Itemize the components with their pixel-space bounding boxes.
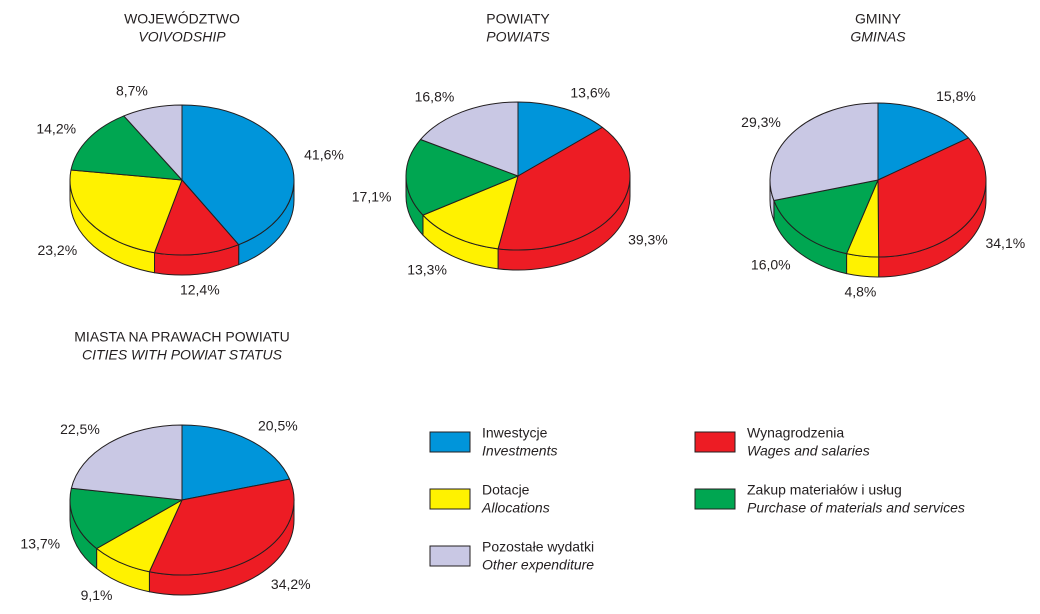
pie-slice: [70, 424, 183, 501]
chart-title: POWIATY: [486, 11, 550, 27]
pie-slice: [123, 104, 183, 181]
value-label: 16,0%: [751, 256, 791, 272]
chart-subtitle: POWIATS: [486, 29, 550, 45]
legend-label: Dotacje: [482, 482, 530, 498]
chart-subtitle: GMINAS: [850, 29, 906, 45]
pie-slice: [70, 115, 183, 181]
value-label: 15,8%: [936, 88, 976, 104]
value-label: 13,7%: [20, 535, 60, 551]
chart-title: MIASTA NA PRAWACH POWIATU: [74, 329, 289, 345]
legend-swatch: [694, 488, 736, 510]
pie-slice: [420, 101, 519, 177]
value-label: 22,5%: [60, 421, 100, 437]
value-label: 29,3%: [741, 114, 781, 130]
pie-slice: [181, 424, 291, 501]
legend-label: Wynagrodzenia: [747, 425, 844, 441]
pie-slice: [422, 175, 519, 250]
pie-slice: [181, 104, 295, 246]
pie-slice: [517, 101, 603, 177]
value-label: 41,6%: [304, 147, 344, 163]
pie-slice: [69, 169, 183, 254]
chart-subtitle: CITIES WITH POWIAT STATUS: [82, 347, 283, 363]
value-label: 34,1%: [985, 235, 1025, 251]
pie-slice: [148, 478, 295, 576]
value-label: 4,8%: [844, 284, 876, 300]
value-label: 17,1%: [352, 189, 392, 205]
value-label: 12,4%: [180, 281, 220, 297]
legend-swatch: [429, 431, 471, 453]
value-label: 13,3%: [407, 261, 447, 277]
chart-subtitle: VOIVODSHIP: [138, 29, 226, 45]
legend-label: Inwestycje: [482, 425, 548, 441]
pie-slice: [154, 179, 240, 256]
value-label: 13,6%: [570, 85, 610, 101]
legend-sublabel: Purchase of materials and services: [747, 500, 965, 516]
pie-slice: [405, 138, 519, 216]
legend-sublabel: Investments: [482, 443, 557, 459]
legend-sublabel: Wages and salaries: [747, 443, 870, 459]
chart-title: GMINY: [855, 11, 902, 27]
legend-label: Pozostałe wydatki: [482, 539, 594, 555]
value-label: 39,3%: [628, 231, 668, 247]
legend-swatch: [429, 488, 471, 510]
value-label: 14,2%: [36, 121, 76, 137]
value-label: 8,7%: [116, 83, 148, 99]
pie-slice: [497, 126, 631, 251]
pie-slice: [877, 102, 969, 181]
pie-slice: [69, 487, 183, 550]
legend-swatch: [694, 431, 736, 453]
chart-title: WOJEWÓDZTWO: [124, 11, 240, 27]
legend-swatch: [429, 545, 471, 567]
value-label: 16,8%: [415, 89, 455, 105]
legend-sublabel: Other expenditure: [482, 557, 594, 573]
value-label: 23,2%: [37, 242, 77, 258]
pie-slice: [769, 102, 879, 202]
value-label: 9,1%: [81, 587, 113, 603]
value-label: 20,5%: [258, 418, 298, 434]
legend-label: Zakup materiałów i usług: [747, 482, 902, 498]
pie-slice: [773, 179, 879, 255]
legend-sublabel: Allocations: [481, 500, 550, 516]
pie-slice: [877, 137, 987, 258]
value-label: 34,2%: [271, 576, 311, 592]
